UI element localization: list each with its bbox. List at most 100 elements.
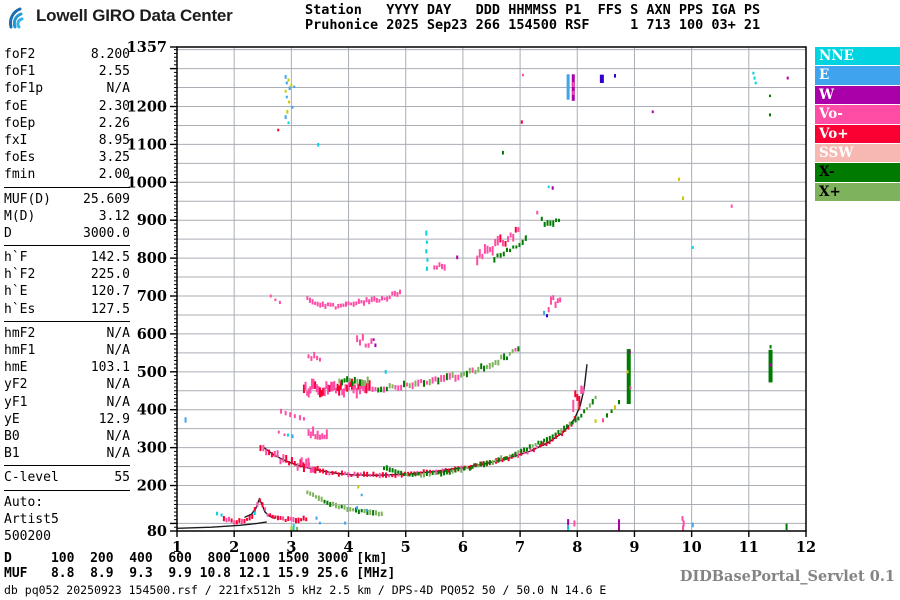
param-label: C-level — [4, 470, 59, 486]
param-row-yf2: yF2 N/A — [4, 376, 130, 393]
param-row-mufd: MUF(D) 25.609 — [4, 191, 130, 208]
param-row-artist5: Artist5 — [4, 511, 130, 528]
panel-separator — [4, 320, 130, 322]
param-label: yF1 — [4, 394, 28, 410]
param-row-d: D 3000.0 — [4, 225, 130, 242]
param-label: hmF2 — [4, 325, 36, 341]
param-label: Artist5 — [4, 511, 59, 527]
x-tick-label: 3 — [286, 539, 296, 556]
param-value: 12.9 — [98, 411, 130, 427]
x-tick-label: 4 — [343, 539, 353, 556]
param-row-fxi: fxI 8.95 — [4, 132, 130, 149]
param-value: 142.5 — [90, 250, 130, 266]
x-tick-label: 7 — [515, 539, 525, 556]
y-tick-label: 1200 — [127, 99, 167, 116]
measurement-info-line: db pq052 20250923 154500.rsf / 221fx512h… — [4, 583, 607, 597]
plot-border — [176, 46, 807, 532]
x-tick-label: 1 — [172, 539, 182, 556]
legend-item-ssw: SSW — [815, 143, 900, 163]
y-tick-label: 200 — [137, 478, 167, 495]
param-row-hmf2: hmF2 N/A — [4, 325, 130, 342]
param-value: 8.95 — [98, 132, 130, 148]
trace-indigo-blob — [599, 74, 604, 84]
param-label: h`E — [4, 284, 28, 300]
param-value: 127.5 — [90, 301, 130, 317]
param-value: N/A — [106, 377, 130, 393]
y-tick-label: 900 — [137, 212, 167, 229]
param-row-fof1: foF1 2.55 — [4, 63, 130, 80]
axes: 1357120011001000900800700600500400300200… — [127, 39, 816, 556]
param-value: 25.609 — [83, 191, 130, 207]
muf-scale-rows: D 100 200 400 600 800 1000 1500 3000 [km… — [4, 551, 396, 581]
panel-separator — [4, 465, 130, 467]
y-tick-label: 1000 — [127, 174, 167, 191]
param-row-clevel: C-level 55 — [4, 469, 130, 486]
param-label: fmin — [4, 167, 36, 183]
panel-separator — [4, 245, 130, 247]
legend-item-w: W — [815, 85, 900, 105]
parameter-panel: foF2 8.200 foF1 2.55 foF1p N/A foE 2.30 foEp 2.26… — [4, 46, 130, 545]
param-value: N/A — [106, 325, 130, 341]
trace-top-strip-magenta — [571, 74, 575, 101]
param-label: fxI — [4, 132, 28, 148]
param-row-fof2: foF2 8.200 — [4, 46, 130, 63]
y-tick-label: 80 — [147, 523, 167, 540]
param-row-hes: h`Es 127.5 — [4, 301, 130, 318]
param-row-hf: h`F 142.5 — [4, 249, 130, 266]
trace-bottom-baseline — [177, 521, 267, 530]
y-tick-label: 700 — [137, 288, 167, 305]
x-tick-label: 5 — [401, 539, 411, 556]
param-label: yF2 — [4, 377, 28, 393]
param-row-yf1: yF1 N/A — [4, 394, 130, 411]
param-label: h`F2 — [4, 267, 36, 283]
legend-item-x: X- — [815, 163, 900, 182]
param-value: 225.0 — [90, 267, 130, 283]
y-tick-label: 400 — [137, 402, 167, 419]
panel-separator — [4, 186, 130, 188]
param-label: yE — [4, 411, 20, 427]
param-value: 2.30 — [98, 98, 130, 114]
param-value: 3.12 — [98, 208, 130, 224]
param-label: 500200 — [4, 528, 51, 544]
param-row-foe: foE 2.30 — [4, 98, 130, 115]
x-tick-label: 2 — [229, 539, 239, 556]
panel-separator — [4, 489, 130, 491]
param-label: B1 — [4, 446, 20, 462]
station-header-line2: Pruhonice 2025 Sep23 266 154500 RSF 1 71… — [305, 16, 761, 33]
param-row-b0: B0 N/A — [4, 428, 130, 445]
param-row-foes: foEs 3.25 — [4, 149, 130, 166]
param-value: 8.200 — [90, 47, 130, 62]
param-label: h`F — [4, 250, 28, 266]
param-row-auto: Auto: — [4, 494, 130, 511]
param-value: 2.26 — [98, 115, 130, 131]
trace-fx-strip — [626, 349, 631, 405]
param-value: N/A — [106, 446, 130, 462]
param-label: h`Es — [4, 301, 36, 317]
echo-type-legend: NNE E W Vo- Vo+ SSW X- X+ — [815, 47, 900, 202]
param-value: 3.25 — [98, 150, 130, 166]
param-label: MUF(D) — [4, 191, 51, 207]
trace-layer — [177, 71, 789, 531]
x-tick-label: 11 — [739, 539, 759, 556]
param-value: N/A — [106, 343, 130, 358]
legend-item-x: X+ — [815, 182, 900, 202]
x-tick-label: 10 — [682, 539, 702, 556]
y-tick-label: 600 — [137, 326, 167, 343]
gridlines — [177, 47, 806, 531]
muf-scale-row: MUF 8.8 8.9 9.3 9.9 10.8 12.1 15.9 25.6 … — [4, 565, 396, 581]
param-label: Auto: — [4, 494, 44, 510]
x-tick-label: 9 — [629, 539, 639, 556]
d-scale-row: D 100 200 400 600 800 1000 1500 3000 [km… — [4, 551, 388, 566]
param-row-foep: foEp 2.26 — [4, 115, 130, 132]
y-tick-label: 1357 — [127, 39, 167, 56]
param-row-fof1p: foF1p N/A — [4, 80, 130, 97]
param-value: N/A — [106, 394, 130, 410]
param-row-fmin: fmin 2.00 — [4, 166, 130, 183]
station-header: Station YYYY DAY DDD HHMMSS P1 FFS S AXN… — [305, 3, 760, 32]
trace-top-strip-blue — [566, 74, 570, 100]
param-row-hf2: h`F2 225.0 — [4, 266, 130, 283]
y-tick-label: 1100 — [127, 136, 167, 153]
param-row-hme: hmE 103.1 — [4, 359, 130, 376]
